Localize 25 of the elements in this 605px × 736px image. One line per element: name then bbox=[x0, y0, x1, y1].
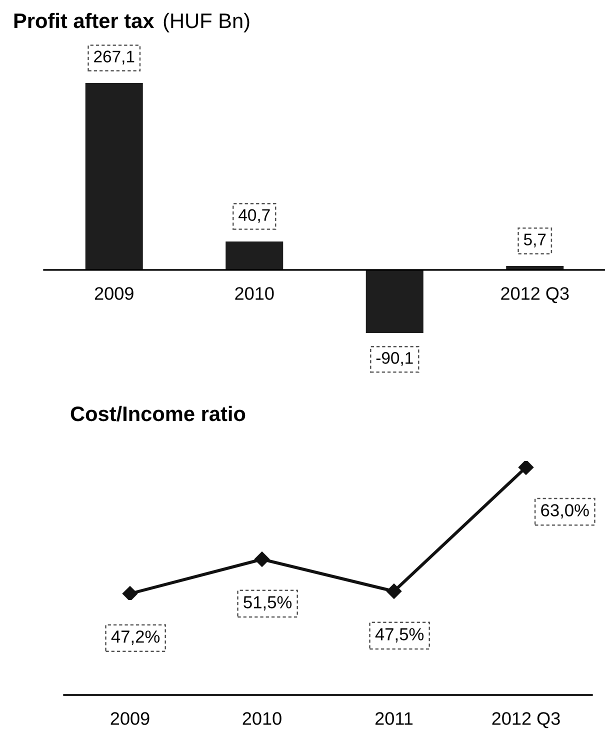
x-tick-label: 2010 bbox=[235, 287, 274, 300]
data-label: -90,1 bbox=[376, 352, 413, 366]
chart-title: Cost/Income ratio bbox=[70, 406, 246, 422]
x-tick-label: 2009 bbox=[110, 712, 150, 725]
bar bbox=[366, 270, 424, 333]
point bbox=[254, 552, 270, 567]
chart-subtitle: (HUF Bn) bbox=[164, 12, 250, 32]
x-tick-label: 2009 bbox=[94, 287, 134, 300]
data-label: 267,1 bbox=[94, 50, 134, 64]
data-label: 51,5% bbox=[244, 596, 292, 610]
data-label: 5,7 bbox=[524, 234, 546, 248]
data-label: 47,5% bbox=[375, 628, 424, 642]
point bbox=[122, 586, 138, 600]
point bbox=[386, 584, 402, 599]
chart-title: Profit after tax bbox=[14, 12, 154, 28]
x-tick-label: 2012 Q3 bbox=[492, 712, 560, 728]
x-tick-label: 2011 bbox=[375, 712, 413, 725]
data-label: 47,2% bbox=[111, 630, 160, 645]
point bbox=[518, 461, 534, 475]
x-tick-label: 2012 Q3 bbox=[501, 287, 569, 304]
data-label: 40,7 bbox=[238, 209, 270, 223]
bar bbox=[85, 83, 143, 270]
x-tick-label: 2010 bbox=[242, 712, 282, 725]
data-label: 63,0% bbox=[541, 504, 589, 518]
bar bbox=[226, 241, 284, 270]
